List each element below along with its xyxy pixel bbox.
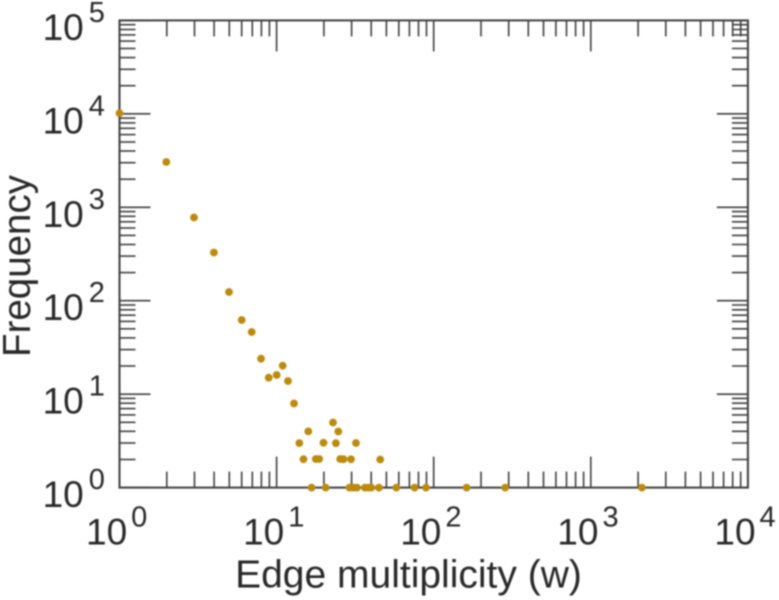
svg-text:Frequency: Frequency bbox=[0, 174, 39, 357]
svg-text:Edge multiplicity (w): Edge multiplicity (w) bbox=[235, 554, 582, 597]
